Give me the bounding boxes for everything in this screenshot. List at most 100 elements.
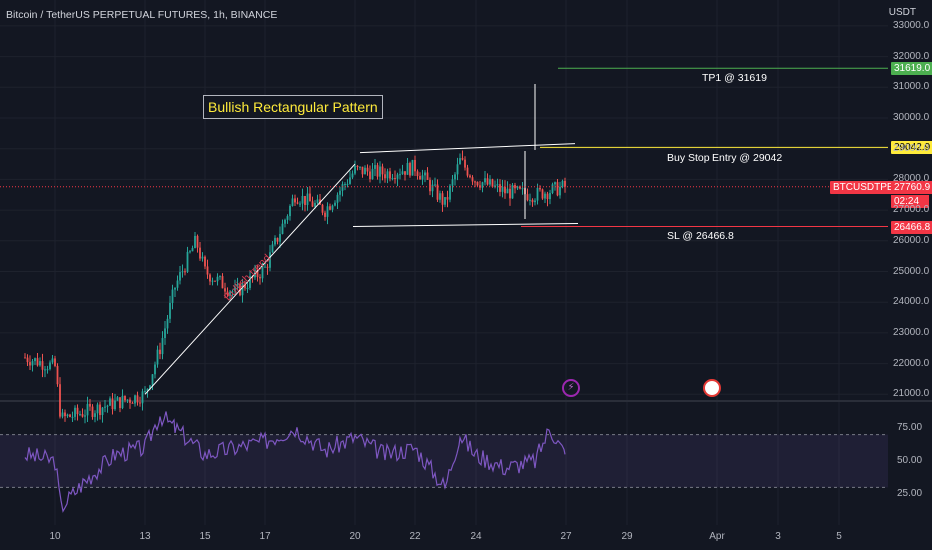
candle-body xyxy=(474,181,476,183)
candle-body xyxy=(301,195,304,204)
candle-body xyxy=(461,158,464,160)
candle-body xyxy=(31,361,34,366)
candle-body xyxy=(331,205,334,210)
candle-body xyxy=(496,184,499,186)
time-tick-label: 5 xyxy=(836,531,842,542)
candle-body xyxy=(244,283,246,289)
candle-body xyxy=(516,186,519,189)
candle-body xyxy=(311,201,314,207)
candle-body xyxy=(551,184,554,193)
entry-price-tag: 29042.9 xyxy=(891,141,932,154)
time-tick-label: 22 xyxy=(409,531,421,542)
sl-annotation[interactable]: SL @ 26466.8 xyxy=(667,230,734,242)
candle-body xyxy=(334,202,336,206)
candle-body xyxy=(396,174,399,179)
candle-body xyxy=(236,284,239,288)
candle-body xyxy=(316,199,319,203)
candle-body xyxy=(436,184,439,200)
candle-body xyxy=(61,412,64,417)
tp-annotation[interactable]: TP1 @ 31619 xyxy=(702,72,767,84)
candle-body xyxy=(171,289,174,303)
candle-body xyxy=(221,276,224,289)
candle-body xyxy=(256,269,259,278)
candle-body xyxy=(106,405,109,407)
time-tick-label: 10 xyxy=(49,531,61,542)
tp-price-tag: 31619.0 xyxy=(891,62,932,75)
candle-body xyxy=(339,190,341,195)
entry-annotation-price[interactable]: Entry @ 29042 xyxy=(712,152,783,164)
time-tick-label: 24 xyxy=(470,531,482,542)
candle-body xyxy=(269,252,271,268)
rsi-tick-label: 75.00 xyxy=(897,422,923,433)
price-tick-label: 21000.0 xyxy=(893,388,930,400)
rectangle-top-line xyxy=(359,143,576,154)
candle-body xyxy=(146,388,149,391)
candle-body xyxy=(49,362,51,370)
candle-body xyxy=(539,187,541,190)
time-tick-label: 17 xyxy=(259,531,271,542)
candle-body xyxy=(109,398,111,406)
candle-body xyxy=(209,274,211,282)
candle-body xyxy=(359,166,361,168)
candle-body xyxy=(181,271,184,273)
candle-body xyxy=(121,395,124,409)
candle-body xyxy=(546,193,549,200)
candle-body xyxy=(64,412,66,417)
candle-body xyxy=(186,251,189,272)
pattern-label[interactable]: Bullish Rectangular Pattern xyxy=(203,95,383,119)
candle-body xyxy=(481,182,484,188)
candle-body xyxy=(196,235,199,248)
candle-body xyxy=(41,361,44,370)
candle-body xyxy=(89,403,91,407)
grid xyxy=(0,0,888,525)
candle-body xyxy=(509,188,511,199)
time-tick-label: 29 xyxy=(621,531,633,542)
candle-body xyxy=(446,197,449,200)
candle-body xyxy=(24,357,26,359)
candle-body xyxy=(504,186,506,194)
candle-body xyxy=(544,193,546,199)
candle-body xyxy=(249,276,251,288)
candle-body xyxy=(394,178,396,180)
price-tick-label: 27000.0 xyxy=(893,204,930,216)
candle-body xyxy=(39,361,41,366)
time-tick-label: 3 xyxy=(775,531,781,542)
currency-label: USDT xyxy=(888,7,916,18)
candle-body xyxy=(449,185,451,200)
candle-body xyxy=(501,186,504,192)
candle-body xyxy=(234,287,236,292)
candle-body xyxy=(476,181,479,186)
price-tick-label: 28000.0 xyxy=(893,173,930,185)
entry-annotation-buy-stop[interactable]: Buy Stop xyxy=(667,152,710,164)
candle-body xyxy=(469,175,471,178)
candle-body xyxy=(176,280,179,288)
time-tick-label: 27 xyxy=(560,531,572,542)
candle-body xyxy=(431,184,434,192)
price-tick-label: 29000.0 xyxy=(893,142,930,154)
candle-body xyxy=(191,248,194,252)
candle-body xyxy=(491,179,494,187)
candle-body xyxy=(424,172,426,176)
lightning-icon[interactable]: ⚡ xyxy=(562,379,580,397)
candle-body xyxy=(451,179,454,186)
candle-body xyxy=(499,184,501,192)
candle-body xyxy=(369,171,371,180)
candle-body xyxy=(169,302,171,319)
candle-body xyxy=(104,406,106,408)
candle-body xyxy=(281,223,284,234)
candle-body xyxy=(336,194,339,203)
candle-body xyxy=(136,395,139,403)
candle-body xyxy=(329,206,331,210)
candle-body xyxy=(304,195,306,205)
candle-body xyxy=(321,204,324,213)
candle-body xyxy=(194,235,196,249)
flag-icon[interactable] xyxy=(703,379,721,397)
candle-body xyxy=(344,184,346,186)
candle-body xyxy=(289,205,291,217)
candle-body xyxy=(101,407,104,416)
candle-body xyxy=(231,291,234,293)
candle-body xyxy=(374,165,376,169)
candle-body xyxy=(399,174,401,176)
rsi-band xyxy=(0,434,888,488)
